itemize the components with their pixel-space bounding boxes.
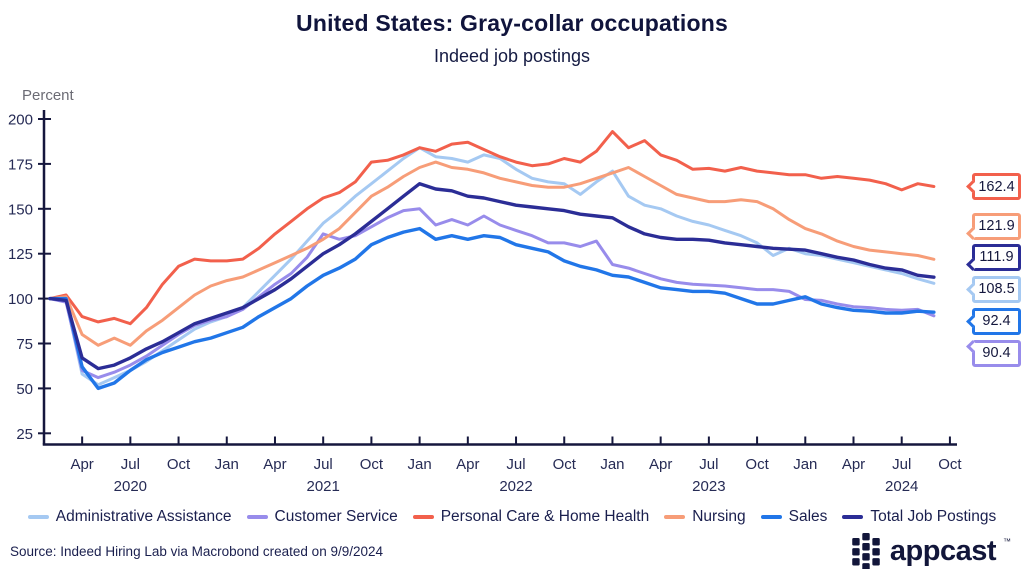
legend-label: Total Job Postings bbox=[870, 508, 997, 525]
trademark-mark: ™ bbox=[1003, 536, 1011, 546]
y-tick-label: 75 bbox=[16, 336, 33, 353]
x-tick-label: Oct bbox=[553, 456, 577, 473]
x-tick-label: Jan bbox=[408, 456, 432, 473]
year-label: 2021 bbox=[307, 478, 340, 495]
legend-label: Sales bbox=[788, 508, 828, 525]
y-axis-label: Percent bbox=[22, 87, 74, 104]
legend-item: Personal Care & Home Health bbox=[412, 508, 650, 526]
x-tick-label: Jul bbox=[699, 456, 718, 473]
legend-item: Nursing bbox=[664, 508, 746, 526]
source-text: Source: Indeed Hiring Lab via Macrobond … bbox=[10, 544, 383, 559]
legend-item: Administrative Assistance bbox=[27, 508, 232, 526]
x-tick-label: Apr bbox=[70, 456, 93, 473]
legend-swatch bbox=[760, 515, 782, 519]
chart-title: United States: Gray-collar occupations bbox=[296, 10, 728, 36]
legend-item: Total Job Postings bbox=[842, 508, 996, 526]
appcast-logo: appcast ™ bbox=[848, 533, 1011, 569]
chart-legend: Administrative Assistance Customer Servic… bbox=[0, 508, 1024, 526]
legend-swatch bbox=[27, 515, 49, 519]
x-tick-label: Jan bbox=[600, 456, 624, 473]
x-tick-label: Oct bbox=[745, 456, 769, 473]
y-tick-label: 175 bbox=[8, 156, 33, 173]
year-label: 2023 bbox=[692, 478, 725, 495]
x-tick-label: Jan bbox=[215, 456, 239, 473]
y-tick-label: 25 bbox=[16, 426, 33, 443]
y-tick-label: 100 bbox=[8, 291, 33, 308]
series-line-personal-care-home-health bbox=[48, 130, 936, 326]
end-value-callout: 108.5 bbox=[966, 275, 1021, 303]
legend-label: Customer Service bbox=[274, 508, 398, 525]
legend-item: Sales bbox=[760, 508, 828, 526]
x-tick-label: Jul bbox=[506, 456, 525, 473]
legend-label: Nursing bbox=[692, 508, 746, 525]
year-label: 2024 bbox=[885, 478, 918, 495]
year-label: 2022 bbox=[499, 478, 532, 495]
series-line-administrative-assistance bbox=[48, 146, 936, 387]
x-tick-label: Oct bbox=[360, 456, 384, 473]
end-value-callout: 92.4 bbox=[966, 307, 1021, 335]
x-tick-label: Oct bbox=[938, 456, 962, 473]
legend-label: Personal Care & Home Health bbox=[440, 508, 650, 525]
end-value-callout: 162.4 bbox=[966, 173, 1021, 200]
end-value-callout: 111.9 bbox=[966, 243, 1021, 271]
x-tick-label: Apr bbox=[649, 456, 672, 473]
y-tick-label: 150 bbox=[8, 201, 33, 218]
y-tick-label: 50 bbox=[16, 381, 33, 398]
legend-swatch bbox=[664, 515, 686, 519]
legend-swatch bbox=[412, 515, 434, 519]
legend-label: Administrative Assistance bbox=[55, 508, 232, 525]
x-tick-label: Apr bbox=[456, 456, 479, 473]
x-tick-label: Jul bbox=[314, 456, 333, 473]
legend-item: Customer Service bbox=[246, 508, 398, 526]
legend-swatch bbox=[842, 515, 864, 519]
x-tick-label: Jul bbox=[892, 456, 911, 473]
x-tick-label: Apr bbox=[842, 456, 865, 473]
chart-subtitle: Indeed job postings bbox=[433, 46, 591, 66]
end-value-callout: 90.4 bbox=[966, 339, 1021, 367]
series-line-total-job-postings bbox=[48, 182, 936, 371]
y-tick-label: 200 bbox=[8, 112, 33, 129]
appcast-logo-icon bbox=[852, 533, 880, 569]
x-tick-label: Jul bbox=[121, 456, 140, 473]
year-label: 2020 bbox=[114, 478, 147, 495]
legend-swatch bbox=[246, 515, 268, 519]
appcast-logo-text: appcast bbox=[889, 534, 997, 567]
series-line-nursing bbox=[48, 160, 936, 347]
x-tick-label: Oct bbox=[167, 456, 191, 473]
end-value-callout: 121.9 bbox=[966, 212, 1021, 240]
series-line-customer-service bbox=[48, 207, 936, 380]
x-tick-label: Apr bbox=[263, 456, 286, 473]
series-line-sales bbox=[48, 226, 936, 391]
y-tick-label: 125 bbox=[8, 246, 33, 263]
x-tick-label: Jan bbox=[793, 456, 817, 473]
